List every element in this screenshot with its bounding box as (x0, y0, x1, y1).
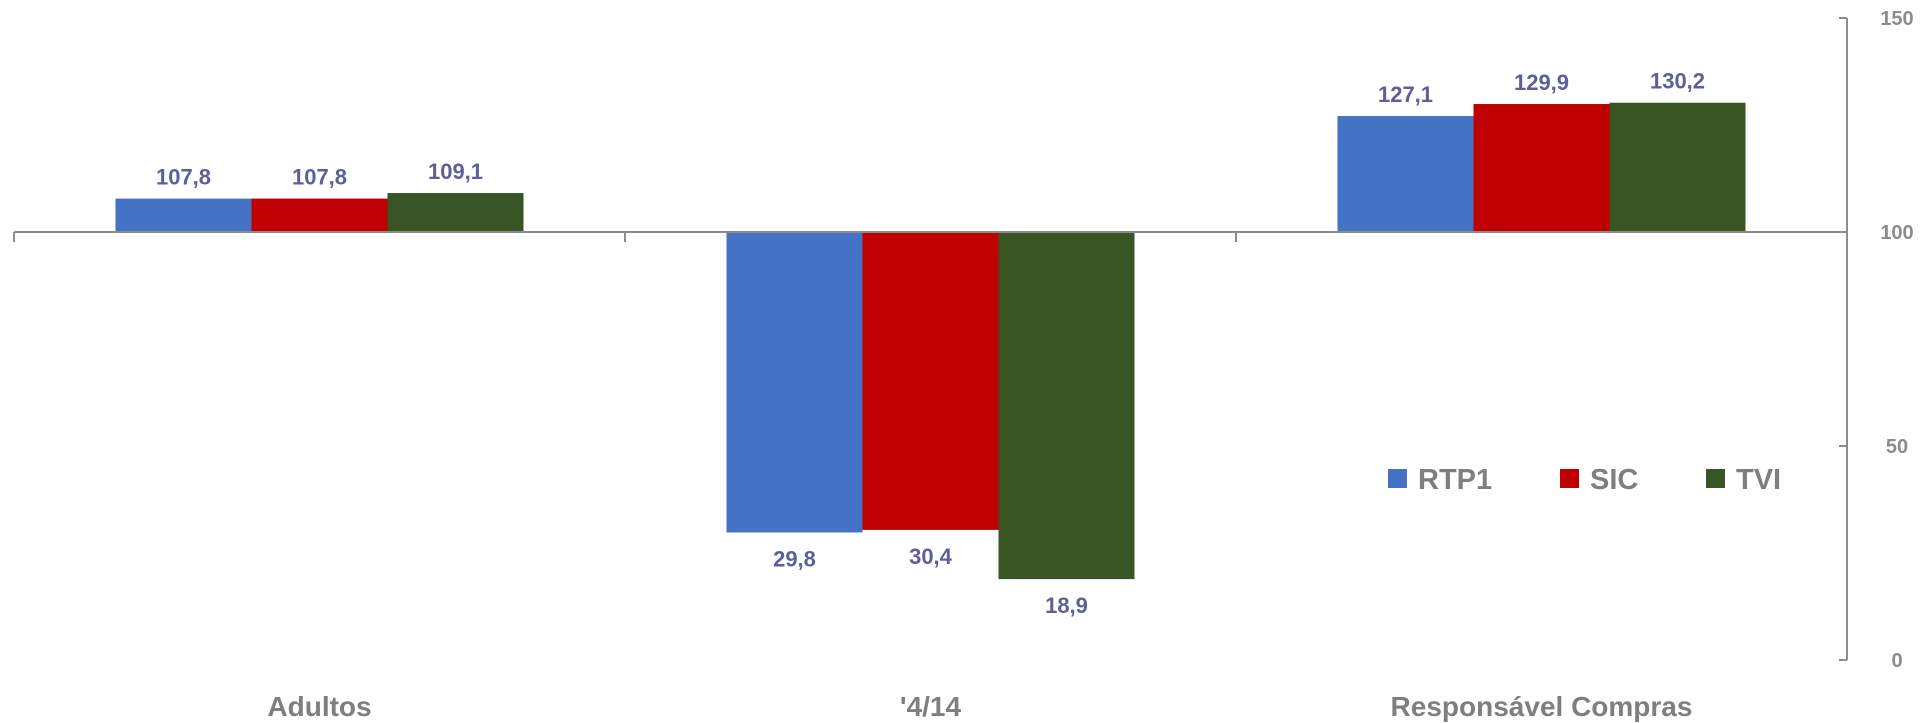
bar-rtp1-2 (1337, 116, 1474, 232)
data-label-tvi-2: 130,2 (1650, 69, 1705, 94)
bars-group (115, 102, 1746, 580)
bar-rtp1-1 (726, 232, 863, 533)
y-tick-label-0: 0 (1891, 650, 1902, 672)
data-label-rtp1-0: 107,8 (156, 165, 211, 190)
y-tick-label-150: 150 (1880, 8, 1913, 30)
y-tick-label-100: 100 (1880, 222, 1913, 244)
category-label-1: '4/14 (900, 691, 962, 722)
data-label-tvi-0: 109,1 (428, 159, 483, 184)
bar-tvi-0 (387, 193, 524, 232)
legend-label-tvi: TVI (1736, 464, 1781, 496)
data-label-tvi-1: 18,9 (1045, 593, 1088, 618)
y-tick-label-50: 50 (1886, 436, 1908, 458)
data-label-rtp1-1: 29,8 (773, 546, 816, 571)
category-label-2: Responsável Compras (1391, 691, 1693, 722)
axes-group: Adultos '4/14 Responsável Compras 0 50 100 150 (13, 8, 1914, 722)
legend-label-sic: SIC (1590, 464, 1638, 496)
bar-sic-1 (862, 232, 999, 530)
data-label-sic-0: 107,8 (292, 165, 347, 190)
legend-swatch-tvi (1706, 469, 1725, 488)
category-label-0: Adultos (267, 691, 371, 722)
data-labels-group: 107,8 107,8 109,1 29,8 30,4 18,9 127,1 129,9 130… (156, 69, 1705, 618)
bar-sic-2 (1473, 104, 1610, 232)
bar-rtp1-0 (115, 198, 252, 232)
legend-label-rtp1: RTP1 (1418, 464, 1492, 496)
legend: RTP1 SIC TVI (1388, 464, 1781, 496)
data-label-sic-2: 129,9 (1514, 70, 1569, 95)
bar-tvi-1 (998, 232, 1135, 580)
data-label-sic-1: 30,4 (909, 544, 953, 569)
bar-tvi-2 (1609, 102, 1746, 232)
legend-swatch-rtp1 (1388, 469, 1407, 488)
data-label-rtp1-2: 127,1 (1378, 82, 1433, 107)
bar-sic-0 (251, 198, 388, 232)
legend-swatch-sic (1560, 469, 1579, 488)
